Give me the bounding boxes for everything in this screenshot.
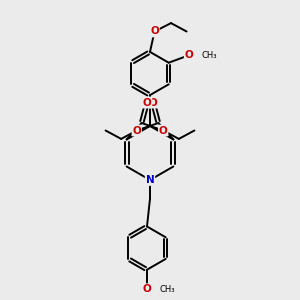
Text: O: O bbox=[132, 125, 141, 136]
Text: O: O bbox=[142, 98, 152, 108]
Text: O: O bbox=[142, 284, 152, 294]
Text: O: O bbox=[148, 98, 158, 108]
Text: O: O bbox=[159, 125, 168, 136]
Text: O: O bbox=[185, 50, 194, 60]
Text: CH₃: CH₃ bbox=[202, 51, 217, 60]
Text: N: N bbox=[146, 175, 154, 185]
Text: O: O bbox=[150, 26, 159, 37]
Text: CH₃: CH₃ bbox=[160, 285, 175, 294]
